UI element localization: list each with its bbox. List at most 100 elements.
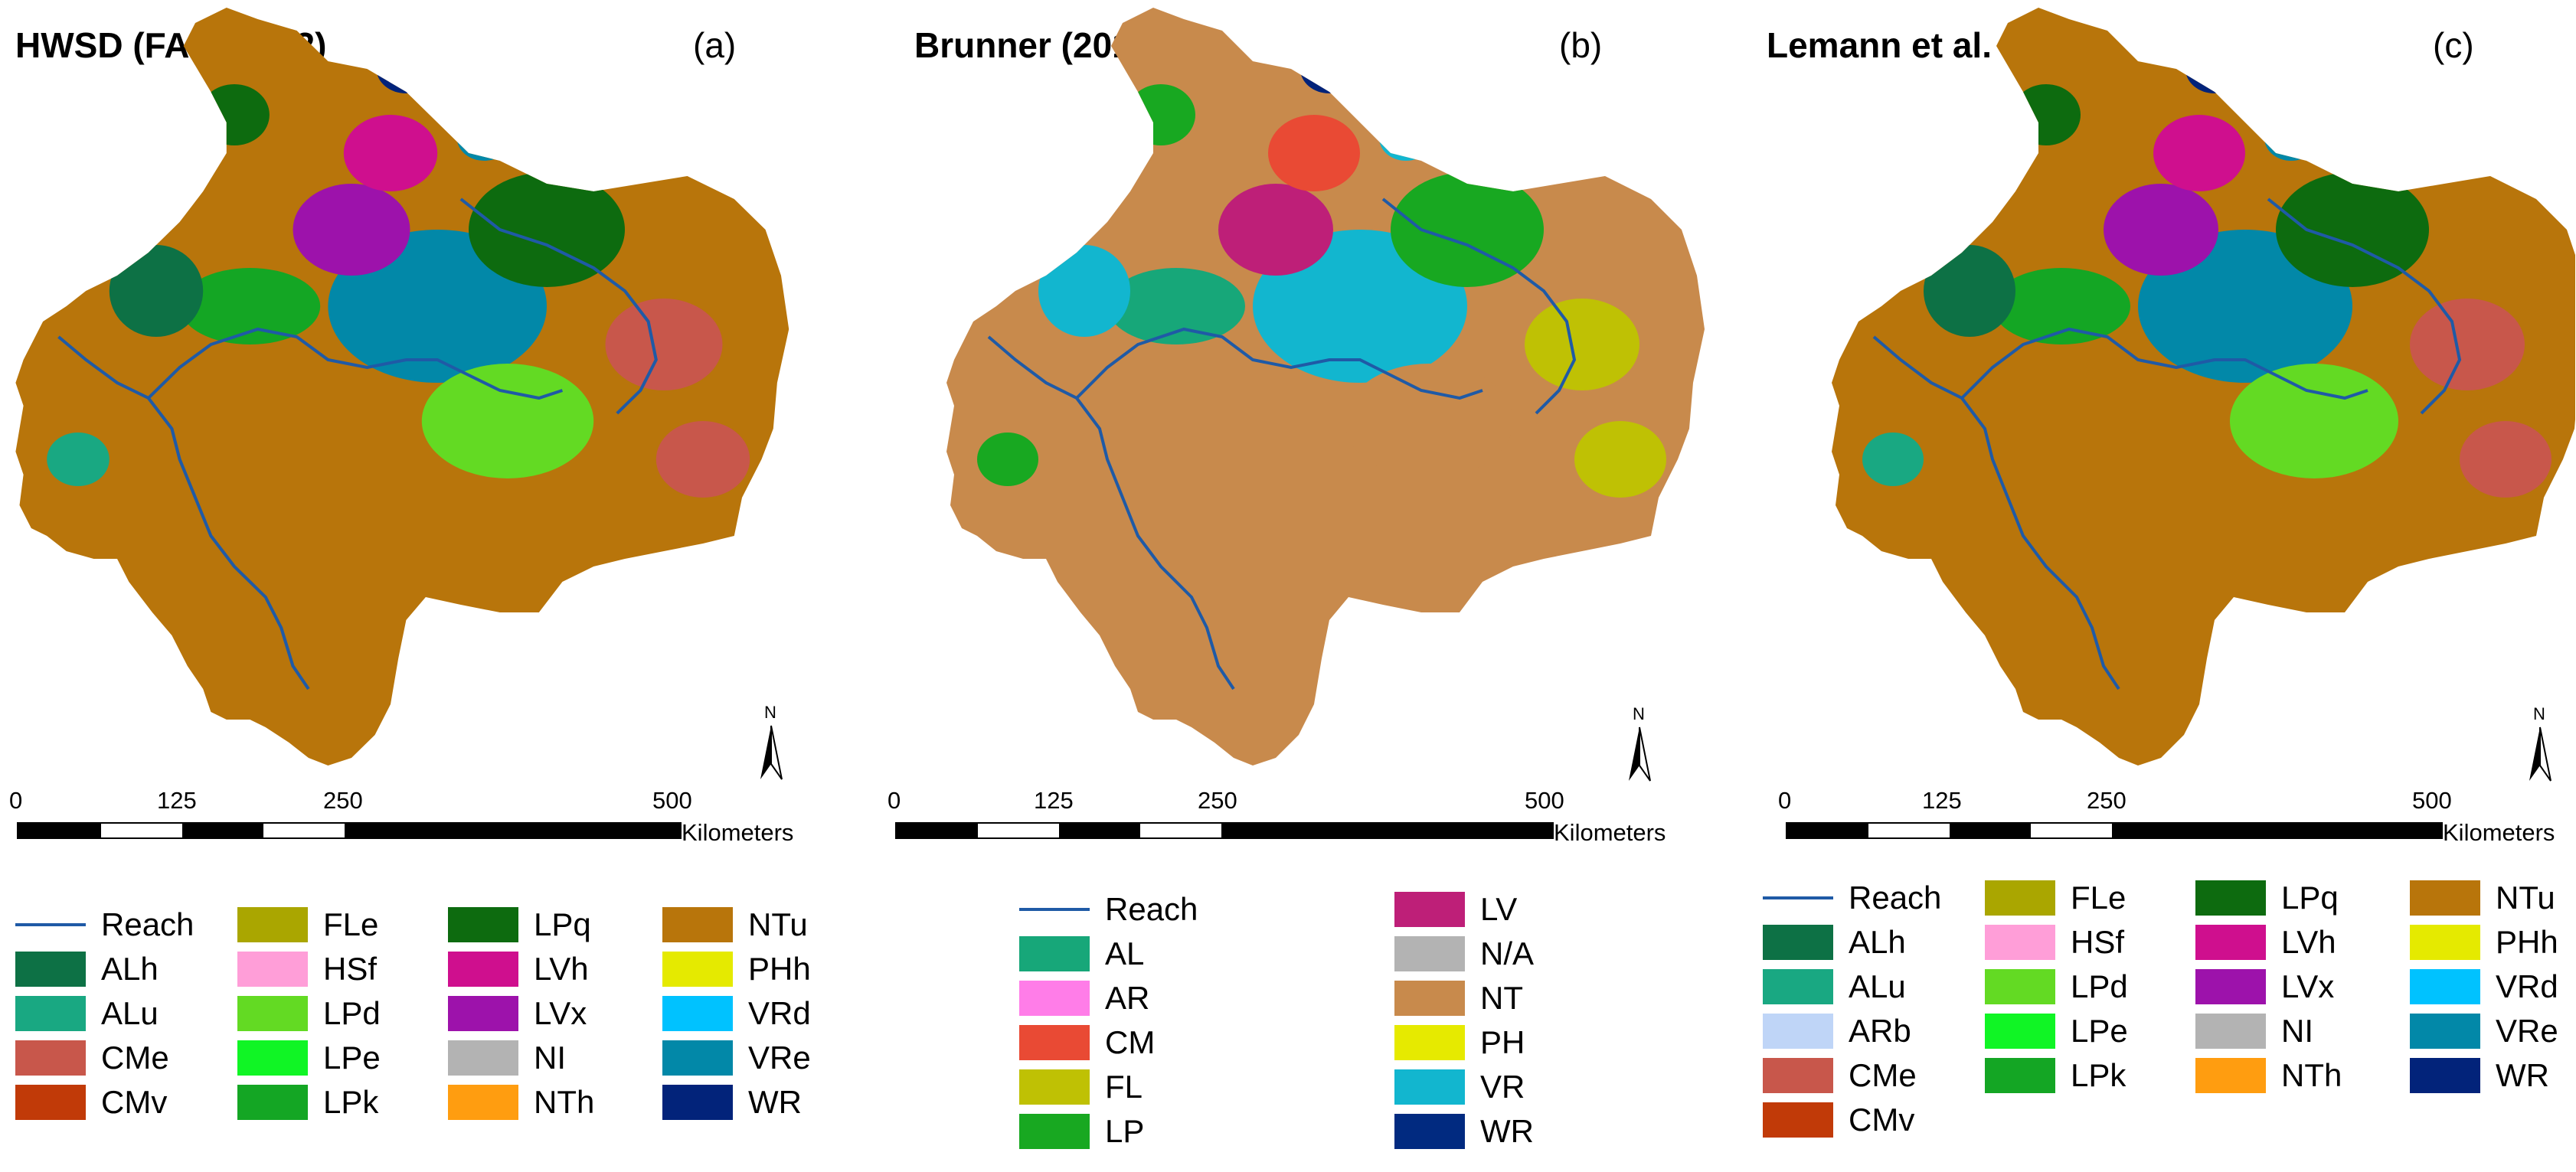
legend-label: NTu — [748, 906, 808, 942]
legend-label: Reach — [101, 906, 195, 942]
scale-bar-graphic — [1786, 822, 2443, 839]
legend-item: ARb — [1763, 1010, 1911, 1053]
legend-label: VRe — [748, 1040, 811, 1076]
legend-label: PH — [1480, 1024, 1525, 1060]
legend-item: VRe — [662, 1037, 811, 1079]
legend-label: PHh — [748, 951, 811, 987]
legend-item: ALh — [1763, 921, 1906, 964]
panel-brunner: Brunner (2012) (b) N 0 125 250 500 Kilom… — [858, 0, 1717, 1172]
legend-item: CMe — [15, 1037, 169, 1079]
legend-item: HSf — [237, 948, 377, 991]
soil-zone — [47, 433, 110, 486]
scale-bar-graphic — [895, 822, 1554, 839]
legend-swatch — [1019, 1069, 1090, 1105]
legend-item: HSf — [1985, 921, 2124, 964]
soil-zone — [1345, 364, 1513, 478]
legend-item-reach: Reach — [1763, 877, 1941, 919]
scale-unit: Kilometers — [1554, 819, 1666, 846]
legend-item: VRd — [2410, 965, 2558, 1008]
reach-river — [1872, 198, 2462, 690]
soil-zone — [1862, 433, 1924, 486]
legend-item: PHh — [662, 948, 811, 991]
legend-label: ALu — [1849, 968, 1906, 1004]
legend-swatch — [1763, 1014, 1833, 1049]
legend-item: LPq — [2195, 877, 2339, 919]
soil-zone — [179, 268, 321, 344]
legend-label: CMe — [101, 1040, 169, 1076]
legend-label: Reach — [1105, 891, 1198, 927]
legend-item: LPe — [1985, 1010, 2128, 1053]
legend-swatch — [15, 1085, 86, 1120]
soil-zone — [977, 433, 1038, 486]
scale-tick: 125 — [157, 787, 197, 814]
legend-swatch — [662, 952, 733, 987]
legend-item: LPd — [237, 992, 381, 1035]
legend-label: NT — [1480, 980, 1523, 1016]
legend-item: NTu — [662, 903, 808, 946]
reach-river — [57, 198, 658, 690]
reach-line-icon — [1763, 896, 1833, 899]
legend-item: NTu — [2410, 877, 2555, 919]
scale-bar: 0 125 250 500 Kilometers — [1777, 787, 2576, 856]
scale-bar: 0 125 250 500 Kilometers — [8, 787, 850, 856]
north-arrow-icon — [760, 725, 783, 780]
scale-tick: 250 — [1198, 787, 1237, 814]
legend-item: LPe — [237, 1037, 381, 1079]
legend-label: WR — [1480, 1113, 1534, 1149]
legend-label: LVh — [534, 951, 589, 987]
legend-label: LPd — [323, 995, 381, 1031]
legend-label: CM — [1105, 1024, 1156, 1060]
soil-zone — [2460, 421, 2551, 498]
legend-label: WR — [748, 1084, 802, 1120]
legend-swatch — [2410, 1058, 2480, 1093]
scale-tick: 0 — [1778, 787, 1792, 814]
soil-zone — [2153, 115, 2245, 191]
soil-zone — [1574, 421, 1666, 498]
legend-item-reach: Reach — [15, 903, 194, 946]
legend-label: LPe — [2071, 1013, 2128, 1049]
scale-tick: 125 — [1034, 787, 1074, 814]
legend-item: LVh — [2195, 921, 2336, 964]
legend-item: ALu — [15, 992, 159, 1035]
legend-item: LVx — [2195, 965, 2334, 1008]
soil-zones — [47, 44, 750, 498]
legend-label: N/A — [1480, 935, 1535, 971]
scale-bar: 0 125 250 500 Kilometers — [886, 787, 1728, 856]
legend-swatch — [237, 1040, 308, 1076]
legend-item: LPk — [1985, 1054, 2126, 1097]
legend-swatch — [448, 907, 518, 942]
legend-label: NTh — [2281, 1057, 2342, 1093]
legend-label: VRd — [748, 995, 811, 1031]
scale-tick: 0 — [888, 787, 901, 814]
legend-label: LVh — [2281, 924, 2336, 960]
legend-item: FLe — [237, 903, 378, 946]
legend-label: NTh — [534, 1084, 595, 1120]
soil-zone — [1126, 84, 1195, 145]
legend-item: LP — [1019, 1110, 1144, 1153]
legend-swatch — [1763, 1058, 1833, 1093]
soil-zone — [1218, 184, 1333, 276]
legend-label: WR — [2496, 1057, 2549, 1093]
soil-zone — [1391, 172, 1544, 287]
scale-tick: 500 — [1525, 787, 1564, 814]
legend-label: CMv — [101, 1084, 168, 1120]
legend-item: CMv — [1763, 1099, 1914, 1141]
legend-label: AR — [1105, 980, 1150, 1016]
legend-swatch — [2195, 969, 2266, 1004]
north-arrow-icon — [1629, 726, 1651, 782]
legend-swatch — [1394, 892, 1465, 927]
legend-item: NTh — [448, 1081, 594, 1124]
legend-swatch — [1763, 925, 1833, 960]
legend-swatch — [448, 1085, 518, 1120]
legend-item: N/A — [1394, 932, 1534, 975]
legend-swatch — [1394, 1025, 1465, 1060]
legend-item: LVh — [448, 948, 589, 991]
panel-lemann: Lemann et al. (2018) (c) N 0 125 250 500… — [1717, 0, 2575, 1172]
legend-label: LV — [1480, 891, 1518, 927]
scale-bar-graphic — [17, 822, 682, 839]
legend-label: LPd — [2071, 968, 2128, 1004]
scale-unit: Kilometers — [2443, 819, 2555, 846]
legend-item: ALh — [15, 948, 159, 991]
legend-label: FL — [1105, 1069, 1143, 1105]
legend-item: VRe — [2410, 1010, 2558, 1053]
